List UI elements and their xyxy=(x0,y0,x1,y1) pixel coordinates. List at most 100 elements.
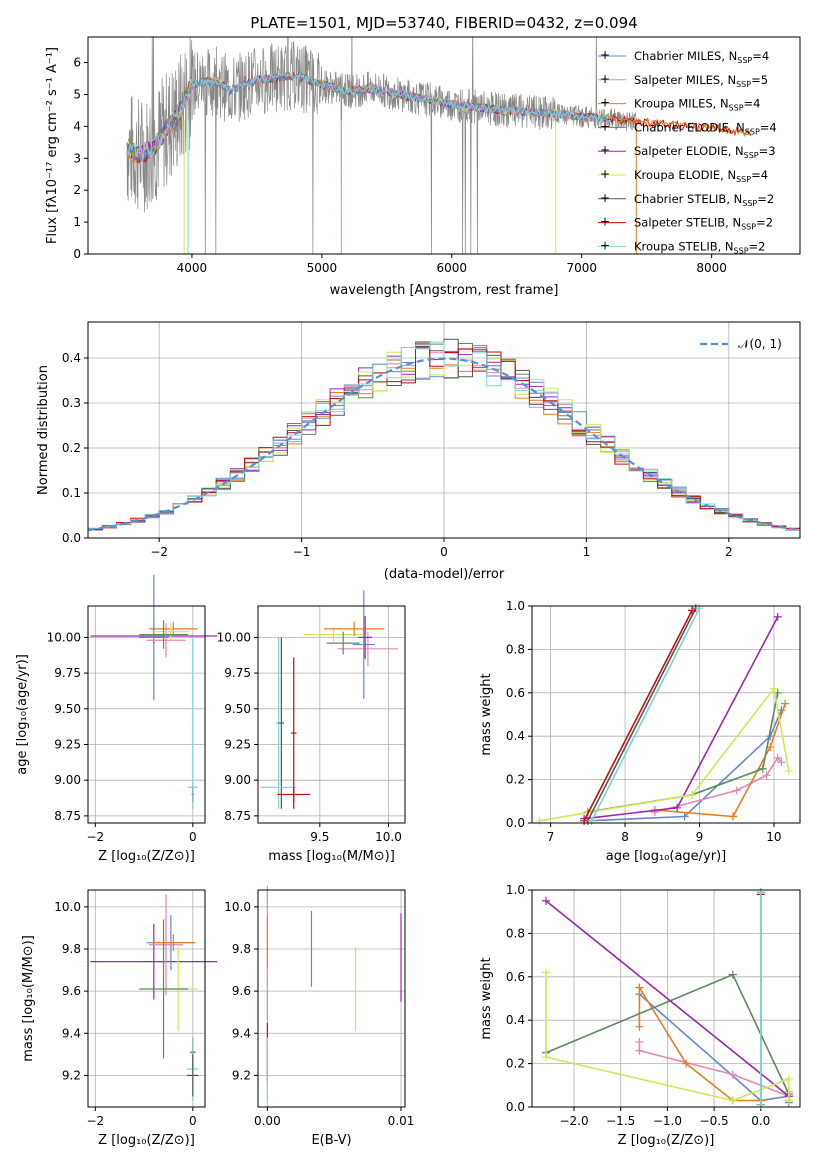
legend-count: =4 xyxy=(752,49,769,63)
weight-marker-salpeter-miles xyxy=(762,771,771,780)
mass-weight-vs-age-panel: 7 8 9 10 0.0 0.2 0.4 0.6 0.8 1.0 age [log₁₀(age/yr… xyxy=(479,599,801,864)
x-axis-label: (data-model)/error xyxy=(384,567,505,582)
plot-area xyxy=(126,37,752,254)
weight-marker-kroupa-stelib xyxy=(756,1100,765,1109)
weight-marker-kroupa-miles xyxy=(635,1022,644,1031)
mass-weight-vs-metallicity-panel: −2.0 −1.5 −1.0 −0.5 0.0 0.0 0.2 0.4 0.6 0.8 1.0 Z [… xyxy=(479,883,801,1148)
mass-vs-metallicity-panel: −2 0 9.2 9.4 9.6 9.8 10.0 Z [log₁₀(Z/Z⊙)] mass [… xyxy=(21,889,218,1148)
legend-text: Chabrier ELODIE, N xyxy=(634,120,745,134)
legend-count: =3 xyxy=(759,144,776,158)
x-tick-label: 0 xyxy=(189,1114,197,1128)
weight-marker-salpeter-miles xyxy=(777,758,786,767)
x-tick-label: 10.0 xyxy=(375,830,402,844)
y-tick-label: 6 xyxy=(73,56,81,70)
residual-histogram-panel: −2 −1 0 1 2 0.0 0.1 0.2 0.3 0.4 (data-model)/error… xyxy=(36,321,801,582)
x-tick-label: 0.0 xyxy=(751,1114,770,1128)
y-tick-label: 0.6 xyxy=(506,686,525,700)
x-axis-label: Z [log₁₀(Z/Z⊙)] xyxy=(98,1133,195,1148)
x-tick-label: 0.00 xyxy=(254,1114,281,1128)
legend-label: Kroupa ELODIE, NSSP=4 xyxy=(634,168,768,184)
legend-marker: + xyxy=(600,167,610,181)
legend-count: =2 xyxy=(757,192,774,206)
x-tick-label: −1.5 xyxy=(606,1114,635,1128)
spectrum-panel: 4000 5000 6000 7000 8000 0 1 2 3 4 5 6 PLATE=1501, M… xyxy=(45,14,801,298)
x-tick-label: −1 xyxy=(293,545,311,559)
legend-count: =2 xyxy=(756,216,773,230)
y-axis-label: Flux [fλ10⁻¹⁷ erg cm⁻² s⁻¹ A⁻¹] xyxy=(45,47,60,244)
x-tick-label: 7 xyxy=(547,830,555,844)
y-tick-label: 4 xyxy=(73,119,81,133)
legend-subscript: SSP xyxy=(736,175,751,184)
weight-marker-kroupa-miles xyxy=(635,983,644,992)
x-tick-label: 8 xyxy=(621,830,629,844)
age-vs-mass-panel: 9.5 10.0 8.75 9.00 9.25 9.50 9.75 10.00 mass [lo… xyxy=(217,590,406,864)
weight-marker-chabrier-elodie xyxy=(728,970,737,979)
y-tick-label: 0.8 xyxy=(506,642,525,656)
legend-label: Salpeter ELODIE, NSSP=3 xyxy=(634,144,776,160)
plot-area xyxy=(88,338,800,532)
legend-marker: + xyxy=(600,191,610,205)
observed-spectrum xyxy=(126,37,637,254)
legend-marker: + xyxy=(600,96,610,110)
legend-marker: + xyxy=(600,143,610,157)
x-tick-label: 0 xyxy=(189,830,197,844)
y-tick-label: 0.0 xyxy=(506,1100,525,1114)
y-tick-label: 5 xyxy=(73,87,81,101)
legend-text: Kroupa STELIB, N xyxy=(634,239,734,253)
y-tick-label: 0.6 xyxy=(506,970,525,984)
y-tick-label: 0.2 xyxy=(62,441,81,455)
legend-text: Salpeter MILES, N xyxy=(634,73,736,87)
x-axis-label: Z [log₁₀(Z/Z⊙)] xyxy=(98,849,195,864)
weight-marker-salpeter-stelib xyxy=(688,606,697,615)
y-tick-label: 0.0 xyxy=(506,816,525,830)
weight-marker-kroupa-elodie xyxy=(728,1096,737,1105)
axes-frame xyxy=(257,889,406,1108)
y-tick-label: 0.4 xyxy=(506,1013,525,1027)
legend-marker: + xyxy=(600,238,610,252)
normal-distribution-curve xyxy=(88,357,800,532)
weight-marker-kroupa-miles xyxy=(682,1059,691,1068)
y-tick-label: 10.00 xyxy=(217,630,251,644)
legend-count: =4 xyxy=(760,120,777,134)
x-axis-label: Z [log₁₀(Z/Z⊙)] xyxy=(618,1133,715,1148)
weight-marker-chabrier-elodie xyxy=(758,764,767,773)
legend-subscript: SSP xyxy=(729,104,744,113)
weight-marker-kroupa-elodie xyxy=(784,766,793,775)
legend-label: Salpeter MILES, NSSP=5 xyxy=(634,73,768,89)
weight-marker-kroupa-elodie xyxy=(542,968,551,977)
y-tick-label: 9.25 xyxy=(224,737,251,751)
x-axis-label: wavelength [Angstrom, rest frame] xyxy=(330,283,559,298)
weight-marker-salpeter-elodie xyxy=(673,803,682,812)
legend-count: =4 xyxy=(744,97,761,111)
legend-marker: + xyxy=(600,72,610,86)
legend-label: Chabrier STELIB, NSSP=2 xyxy=(634,192,774,208)
age-vs-metallicity-panel: −2 0 8.75 9.00 9.25 9.50 9.75 10.00 Z [log₁₀(Z/Z… xyxy=(15,574,218,864)
y-tick-label: 8.75 xyxy=(54,809,81,823)
y-tick-label: 9.00 xyxy=(54,773,81,787)
axes-frame xyxy=(87,36,801,255)
y-tick-label: 0 xyxy=(73,247,81,261)
weight-marker-kroupa-stelib xyxy=(756,888,765,897)
y-axis-label: mass weight xyxy=(479,957,494,1039)
weight-marker-salpeter-miles xyxy=(635,1046,644,1055)
axes-frame xyxy=(257,605,406,824)
legend-label: Salpeter STELIB, NSSP=2 xyxy=(634,216,773,232)
y-tick-label: 0.2 xyxy=(506,1057,525,1071)
mass-vs-reddening-panel: 0.00 0.01 9.2 9.4 9.6 9.8 10.0 E(B-V) xyxy=(224,885,414,1148)
weight-marker-kroupa-miles xyxy=(729,812,737,821)
x-tick-label: 5000 xyxy=(307,261,338,275)
y-tick-label: 1.0 xyxy=(506,883,525,897)
x-tick-label: −2.0 xyxy=(559,1114,588,1128)
x-tick-label: 6000 xyxy=(437,261,468,275)
weight-marker-kroupa-elodie xyxy=(784,1074,793,1083)
legend-text: Chabrier STELIB, N xyxy=(634,192,742,206)
y-tick-label: 10.0 xyxy=(224,900,251,914)
weight-line-kroupa-stelib xyxy=(590,607,701,822)
legend-subscript: SSP xyxy=(736,80,751,89)
weight-marker-kroupa-elodie xyxy=(535,816,544,825)
legend-marker: + xyxy=(600,215,610,229)
weight-line-kroupa-elodie xyxy=(539,686,790,822)
x-tick-label: −1.0 xyxy=(653,1114,682,1128)
legend-marker: + xyxy=(600,119,610,133)
